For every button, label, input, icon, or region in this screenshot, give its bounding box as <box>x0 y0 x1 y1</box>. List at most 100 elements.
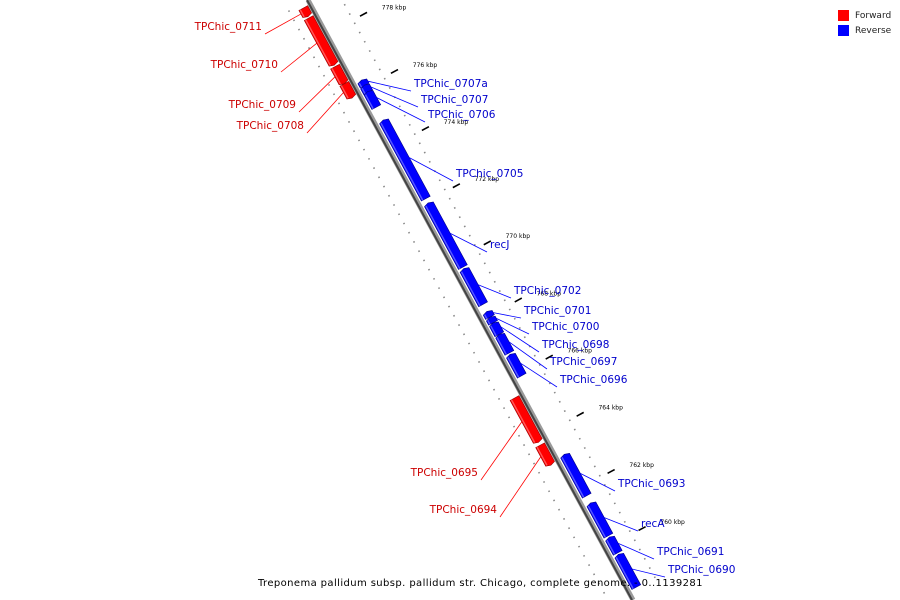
gene-arrow-tpchic_0694[interactable] <box>535 442 555 467</box>
gene-label-tpchic_0709[interactable]: TPChic_0709 <box>228 99 296 111</box>
scale-ticks: 778 kbp 776 kbp 774 kbp 772 kbp 770 kbp 768 k… <box>359 5 685 532</box>
gene-highlight <box>507 357 520 378</box>
legend-forward-label: Forward <box>855 10 892 21</box>
gene-leader-line <box>499 456 542 518</box>
gene-label-tpchic_0698[interactable]: TPChic_0698 <box>541 339 609 351</box>
gene-arrow-recj[interactable] <box>424 201 468 270</box>
gene-arrow-tpchic_0693[interactable] <box>560 452 592 499</box>
forward-swatch <box>838 10 849 21</box>
tick-label: 760 kbp <box>660 519 685 526</box>
gene-arrow-reca[interactable] <box>586 501 614 539</box>
gene-label-tpchic_0705[interactable]: TPChic_0705 <box>455 168 523 180</box>
gene-label-tpchic_0696[interactable]: TPChic_0696 <box>559 374 628 386</box>
gene-arrow-tpchic_0696[interactable] <box>506 352 527 379</box>
gene-leader-line <box>580 472 616 492</box>
gene-label-tpchic_0697[interactable]: TPChic_0697 <box>549 356 617 368</box>
gene-leader-line <box>520 362 558 388</box>
tick-label: 776 kbp <box>413 62 438 69</box>
tick-mark <box>421 125 430 132</box>
tick-label: 762 kbp <box>629 462 654 469</box>
gene-arrow-tpchic_0706[interactable] <box>363 90 382 110</box>
gene-label-tpchic_0700[interactable]: TPChic_0700 <box>531 321 599 333</box>
gene-label-tpchic_0706[interactable]: TPChic_0706 <box>427 109 496 121</box>
gene-arrow-tpchic_0695[interactable] <box>509 395 543 444</box>
tick-mark <box>545 354 554 360</box>
gene-arrow-tpchic_0690[interactable] <box>614 552 642 590</box>
gene-leader-line <box>480 421 523 481</box>
gene-label-tpchic_0702[interactable]: TPChic_0702 <box>513 285 581 297</box>
gene-highlight <box>510 399 536 443</box>
gene-leader-line <box>370 86 419 108</box>
tick-label: 768 kbp <box>537 290 562 297</box>
gene-arrow-tpchic_0710[interactable] <box>303 15 339 67</box>
gene-leader-line <box>632 568 666 578</box>
legend-reverse: Reverse <box>838 23 891 38</box>
gene-label-reca[interactable]: recA <box>641 518 665 530</box>
tick-label: 766 kbp <box>568 347 593 354</box>
legend-reverse-label: Reverse <box>855 25 892 36</box>
tick-mark <box>638 525 646 532</box>
gene-arrow-tpchic_0705[interactable] <box>379 118 431 202</box>
gene-leader-line <box>450 232 488 253</box>
gene-label-tpchic_0708[interactable]: TPChic_0708 <box>236 120 304 132</box>
gene-leader-line <box>496 317 530 335</box>
gene-leader-line <box>604 517 639 532</box>
gene-highlight <box>487 319 491 325</box>
legend-forward: Forward <box>838 8 891 23</box>
gene-label-tpchic_0711[interactable]: TPChic_0711 <box>194 21 262 33</box>
gene-arrow-tpchic_0711[interactable] <box>298 5 312 18</box>
gene-highlight <box>536 446 548 466</box>
gene-label-tpchic_0691[interactable]: TPChic_0691 <box>656 546 724 558</box>
gene-label-tpchic_0701[interactable]: TPChic_0701 <box>523 305 591 317</box>
tick-label: 772 kbp <box>475 176 500 183</box>
gene-leader-line <box>500 326 540 353</box>
gene-highlight <box>364 94 374 110</box>
tick-label: 778 kbp <box>382 5 407 12</box>
gene-arrow-tpchic_0697[interactable] <box>495 332 515 356</box>
tick-mark <box>607 468 616 475</box>
genome-caption: Treponema pallidum subsp. pallidum str. … <box>258 578 703 589</box>
gene-highlight <box>606 539 616 555</box>
gene-label-tpchic_0690[interactable]: TPChic_0690 <box>667 564 735 576</box>
gene-label-tpchic_0707a[interactable]: TPChic_0707a <box>413 78 488 90</box>
tick-mark <box>390 68 399 75</box>
tick-mark <box>576 411 585 417</box>
tick-label: 770 kbp <box>506 233 531 240</box>
track-dots-1 <box>341 0 661 587</box>
gene-leader-line <box>618 542 655 560</box>
tick-label: 774 kbp <box>444 119 469 126</box>
genes <box>298 5 642 590</box>
gene-highlight <box>615 557 634 590</box>
tick-mark <box>452 183 461 189</box>
gene-label-tpchic_0710[interactable]: TPChic_0710 <box>210 59 278 71</box>
gene-arrow-tpchic_0709[interactable] <box>330 63 349 86</box>
gene-label-recj[interactable]: recJ <box>490 239 509 251</box>
gene-highlight <box>305 19 332 66</box>
gene-highlight <box>331 68 342 85</box>
gene-label-tpchic_0693[interactable]: TPChic_0693 <box>617 478 685 490</box>
gene-labels: TPChic_0711 TPChic_0710 TPChic_0709 TPChic_… <box>194 13 735 578</box>
gene-highlight <box>340 85 349 99</box>
gene-leader-line <box>376 97 426 123</box>
gene-highlight <box>358 82 363 88</box>
gene-highlight <box>484 314 488 320</box>
gene-leader-line <box>264 13 302 35</box>
gene-label-tpchic_0707[interactable]: TPChic_0707 <box>420 94 488 106</box>
backbone-line <box>306 0 633 600</box>
gene-leader-line <box>306 92 344 134</box>
tick-mark <box>359 11 368 17</box>
gene-leader-line <box>298 76 336 113</box>
legend: Forward Reverse <box>838 8 891 38</box>
gene-highlight <box>425 205 461 270</box>
reverse-swatch <box>838 25 849 36</box>
gene-highlight <box>299 9 305 18</box>
gene-highlight <box>380 122 424 201</box>
gene-highlight <box>490 325 497 337</box>
gene-label-tpchic_0695[interactable]: TPChic_0695 <box>410 467 478 479</box>
gene-arrow-tpchic_0702[interactable] <box>459 267 488 308</box>
gene-label-tpchic_0694[interactable]: TPChic_0694 <box>429 504 498 516</box>
gene-leader-line <box>478 284 512 299</box>
gene-arrow-tpchic_0708[interactable] <box>339 80 357 100</box>
gene-arrow-tpchic_0691[interactable] <box>605 535 623 556</box>
gene-highlight <box>496 337 507 355</box>
